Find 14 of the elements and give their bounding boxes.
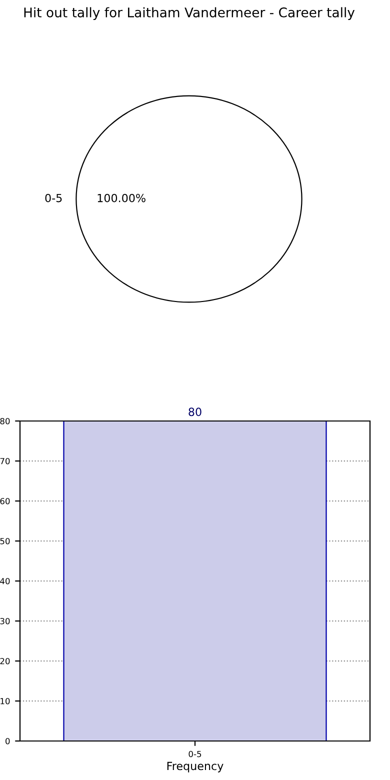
y-tick-label: 30 xyxy=(0,618,10,624)
y-tick-label: 20 xyxy=(0,658,10,664)
y-tick-label: 50 xyxy=(0,538,10,544)
y-tick-label: 80 xyxy=(0,418,10,424)
y-tick-label: 10 xyxy=(0,698,10,704)
x-axis-title: Frequency xyxy=(167,762,224,772)
data-label: 100.00% xyxy=(98,194,146,202)
chart-title: Hit out tally for Laitham Vandermeer - Career tally xyxy=(24,7,355,20)
slice-label: 0-5 xyxy=(45,194,62,202)
y-tick-label: 0 xyxy=(6,738,10,744)
data-label: 80 xyxy=(188,408,202,416)
y-tick-label: 40 xyxy=(0,578,10,584)
y-tick-label: 60 xyxy=(0,498,10,504)
y-tick-label: 70 xyxy=(0,458,10,464)
